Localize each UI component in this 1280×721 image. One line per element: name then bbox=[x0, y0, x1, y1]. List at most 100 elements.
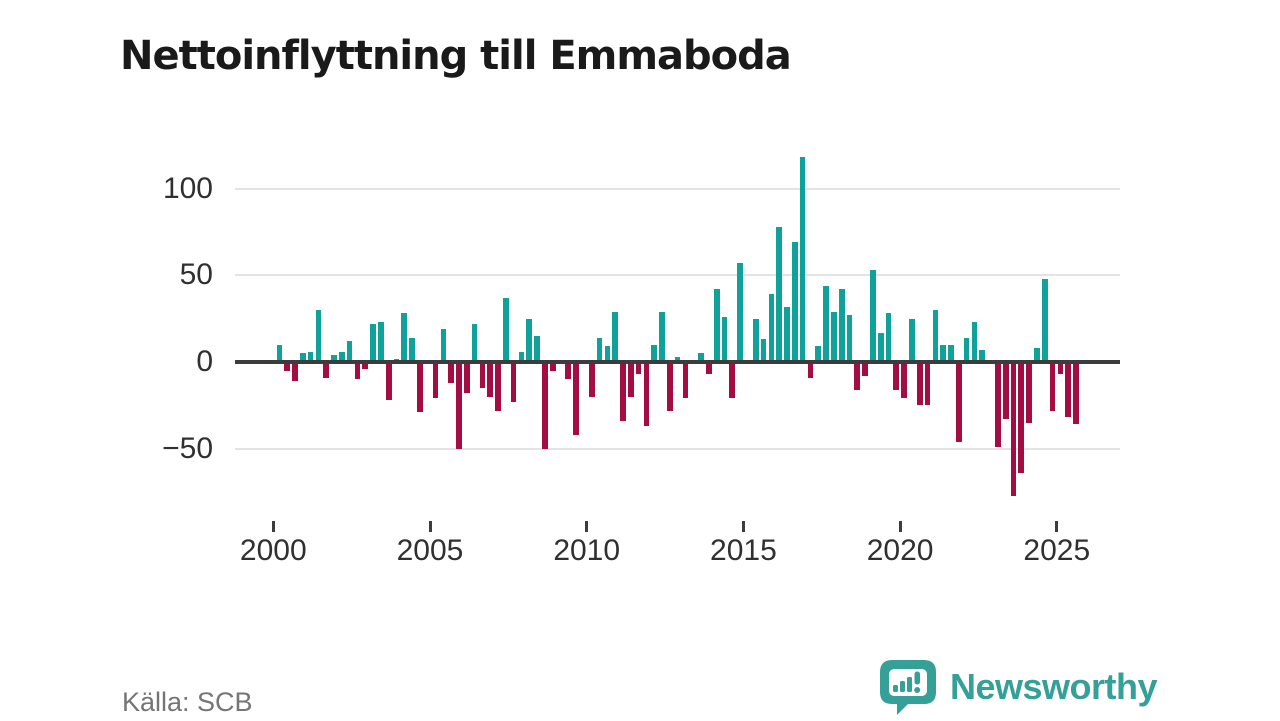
bar-2024Q3 bbox=[1041, 278, 1048, 362]
bar-2000Q4 bbox=[299, 353, 306, 362]
bar-2015Q4 bbox=[768, 294, 775, 362]
bar-2023Q3 bbox=[1010, 362, 1017, 496]
bar-2024Q2 bbox=[1034, 348, 1040, 362]
bar-2001Q2 bbox=[315, 309, 322, 362]
bar-2008Q4 bbox=[549, 362, 556, 371]
bar-2013Q4 bbox=[706, 362, 712, 375]
newsworthy-bubble-chart-icon bbox=[878, 658, 938, 716]
bar-2021Q4 bbox=[955, 362, 962, 442]
y-axis-label: 0 bbox=[196, 345, 213, 378]
x-axis-tick bbox=[428, 521, 432, 532]
bar-2002Q2 bbox=[346, 341, 353, 362]
bar-2022Q3 bbox=[979, 349, 986, 362]
bar-2007Q2 bbox=[502, 297, 509, 362]
bar-2023Q2 bbox=[1002, 362, 1009, 420]
bar-2017Q2 bbox=[815, 346, 822, 362]
gridline bbox=[235, 447, 1120, 450]
bar-2005Q1 bbox=[432, 362, 439, 399]
bar-2012Q1 bbox=[651, 344, 658, 362]
bar-2009Q3 bbox=[573, 362, 579, 435]
x-axis-tick bbox=[271, 521, 275, 532]
bar-2018Q1 bbox=[838, 289, 845, 362]
bar-2011Q2 bbox=[627, 362, 634, 397]
y-axis-label: 50 bbox=[179, 258, 213, 292]
bar-2013Q3 bbox=[698, 353, 704, 362]
bar-2000Q1 bbox=[276, 344, 283, 362]
bar-2008Q3 bbox=[542, 362, 548, 449]
bar-2008Q2 bbox=[534, 335, 540, 362]
bar-2014Q3 bbox=[729, 362, 736, 399]
bar-2011Q4 bbox=[643, 362, 650, 427]
bar-2010Q1 bbox=[588, 362, 595, 397]
bar-2011Q1 bbox=[620, 362, 626, 421]
bar-2005Q4 bbox=[456, 362, 462, 449]
bar-2000Q2 bbox=[284, 362, 290, 371]
bar-2013Q1 bbox=[682, 362, 689, 399]
bar-2021Q3 bbox=[948, 344, 954, 362]
bar-2009Q2 bbox=[565, 362, 572, 380]
x-axis-tick bbox=[1055, 521, 1059, 532]
bar-2016Q4 bbox=[799, 157, 806, 362]
bar-2016Q3 bbox=[791, 242, 798, 362]
bar-2022Q1 bbox=[963, 337, 970, 362]
bar-2020Q2 bbox=[909, 318, 915, 362]
bar-2019Q1 bbox=[870, 270, 876, 362]
bar-2004Q2 bbox=[409, 337, 415, 362]
bar-2003Q1 bbox=[370, 323, 376, 362]
bar-2015Q2 bbox=[752, 318, 759, 362]
bar-2020Q4 bbox=[924, 362, 931, 406]
bar-2014Q2 bbox=[721, 316, 728, 362]
bar-2006Q2 bbox=[471, 323, 478, 362]
x-axis-label: 2000 bbox=[239, 534, 307, 567]
bar-2010Q4 bbox=[612, 311, 619, 362]
bar-2020Q1 bbox=[901, 362, 907, 399]
bar-2004Q1 bbox=[401, 313, 408, 362]
y-axis-label: −50 bbox=[162, 431, 213, 465]
bar-2006Q4 bbox=[487, 362, 494, 397]
bar-2010Q2 bbox=[596, 337, 603, 362]
bar-2022Q2 bbox=[971, 322, 978, 362]
bar-2018Q4 bbox=[862, 362, 868, 376]
bar-2007Q4 bbox=[518, 351, 525, 362]
plot-area bbox=[235, 150, 1120, 510]
bar-2025Q2 bbox=[1065, 362, 1071, 418]
bar-2002Q1 bbox=[338, 351, 345, 362]
bar-2025Q1 bbox=[1057, 362, 1064, 375]
x-axis-label: 2005 bbox=[396, 534, 464, 567]
bar-2002Q3 bbox=[354, 362, 361, 380]
bar-2025Q3 bbox=[1073, 362, 1079, 425]
bar-2020Q3 bbox=[916, 362, 923, 406]
x-axis-label: 2025 bbox=[1023, 534, 1091, 567]
bar-2003Q2 bbox=[378, 322, 384, 362]
x-axis-label: 2015 bbox=[710, 534, 777, 567]
bar-2014Q1 bbox=[713, 289, 720, 362]
bar-2012Q3 bbox=[667, 362, 673, 411]
bar-2023Q4 bbox=[1018, 362, 1025, 473]
bar-2001Q4 bbox=[331, 355, 337, 362]
source-text: Källa: SCB bbox=[122, 687, 253, 717]
bar-2018Q3 bbox=[854, 362, 861, 390]
bar-2001Q1 bbox=[307, 351, 314, 362]
bar-2007Q1 bbox=[495, 362, 501, 411]
bar-2014Q4 bbox=[737, 263, 743, 362]
newsworthy-logo[interactable]: Newsworthy bbox=[878, 658, 1158, 716]
bar-2004Q3 bbox=[417, 362, 423, 413]
bar-2006Q3 bbox=[479, 362, 486, 388]
bar-2016Q1 bbox=[776, 226, 783, 362]
x-axis-tick bbox=[585, 521, 589, 532]
zero-axis-line bbox=[235, 360, 1120, 364]
bar-2017Q3 bbox=[823, 285, 829, 362]
gridline bbox=[235, 187, 1120, 190]
chart-title: Nettoinflyttning till Emmaboda bbox=[120, 32, 792, 79]
bar-2023Q1 bbox=[995, 362, 1001, 447]
bar-2001Q3 bbox=[323, 362, 330, 378]
bar-2021Q1 bbox=[932, 309, 939, 362]
bar-2017Q1 bbox=[807, 362, 814, 378]
bar-2008Q1 bbox=[526, 318, 533, 362]
bar-2003Q3 bbox=[385, 362, 392, 401]
x-axis-label: 2020 bbox=[866, 534, 934, 567]
bar-2015Q3 bbox=[760, 339, 767, 362]
bar-2017Q4 bbox=[831, 311, 837, 362]
bar-2006Q1 bbox=[463, 362, 470, 394]
